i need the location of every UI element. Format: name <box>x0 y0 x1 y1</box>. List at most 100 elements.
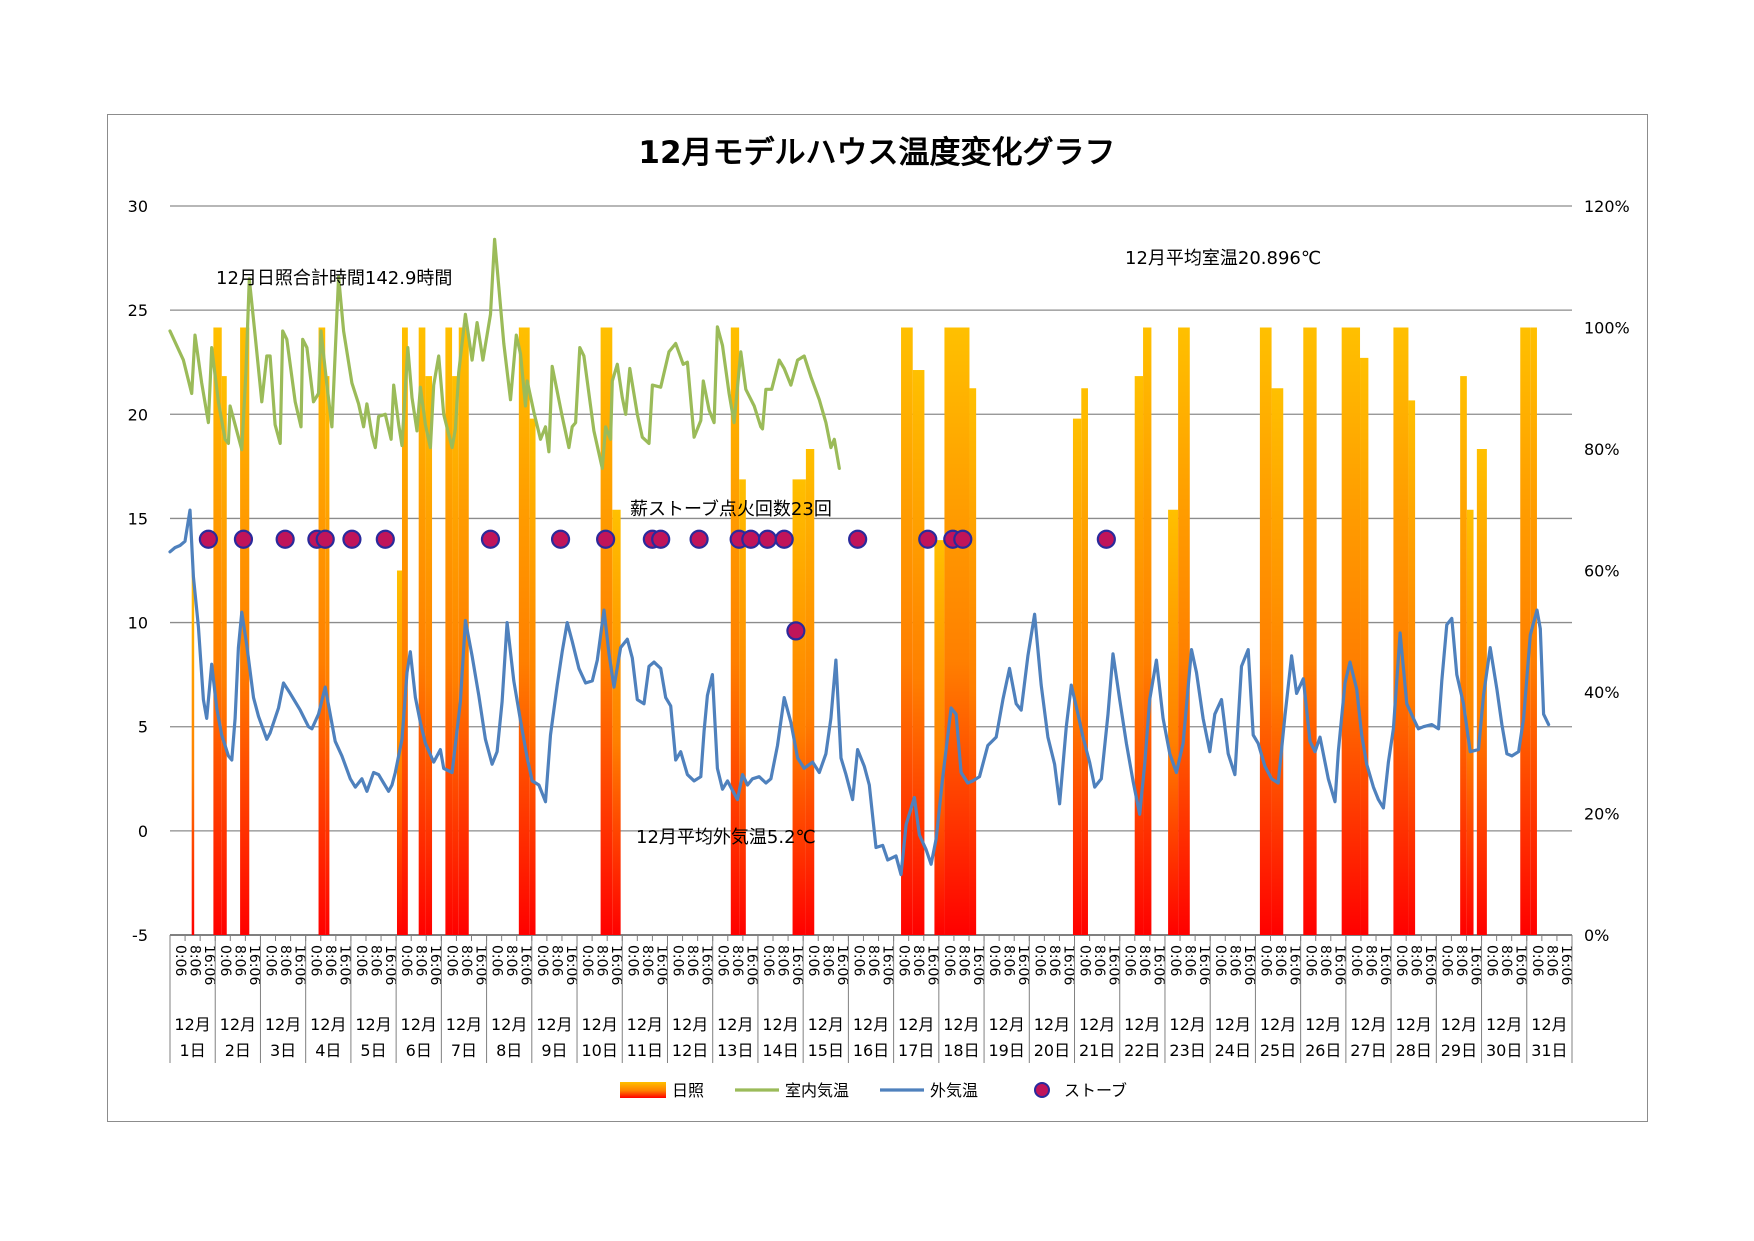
x-day-label-day: 29日 <box>1441 1041 1477 1060</box>
x-time-label: 16:06 <box>608 945 624 985</box>
y-left-tick-label: 5 <box>138 718 148 737</box>
x-day-label-day: 8日 <box>496 1041 522 1060</box>
x-day-label-month: 12月 <box>1531 1015 1567 1034</box>
x-day-label-day: 28日 <box>1396 1041 1432 1060</box>
x-time-label: 8:06 <box>1046 945 1062 977</box>
x-time-label: 0:06 <box>850 945 866 977</box>
x-day-label-day: 13日 <box>717 1041 753 1060</box>
x-day-label-day: 10日 <box>581 1041 617 1060</box>
x-day-label-day: 9日 <box>541 1041 567 1060</box>
annotation-sunshine-total: 12月日照合計時間142.9時間 <box>216 268 452 289</box>
x-day-label-month: 12月 <box>762 1015 798 1034</box>
x-time-label: 16:06 <box>427 945 443 985</box>
x-time-label: 8:06 <box>684 945 700 977</box>
x-time-label: 8:06 <box>820 945 836 977</box>
x-time-label: 0:06 <box>1393 945 1409 977</box>
x-day-label-day: 23日 <box>1169 1041 1205 1060</box>
x-day-label-month: 12月 <box>1396 1015 1432 1034</box>
x-time-label: 16:06 <box>246 945 262 985</box>
x-time-label: 16:06 <box>1241 945 1257 985</box>
stove-marker <box>375 529 395 549</box>
x-day-label-day: 5日 <box>360 1041 386 1060</box>
stove-marker <box>757 529 778 549</box>
x-time-label: 16:06 <box>1106 945 1122 985</box>
sunshine-bar <box>1341 327 1361 935</box>
x-time-label: 16:06 <box>1332 945 1348 985</box>
x-time-label: 0:06 <box>669 945 685 977</box>
x-time-label: 8:06 <box>729 945 745 977</box>
x-time-label: 16:06 <box>201 945 217 985</box>
x-time-label: 16:06 <box>789 945 805 985</box>
x-day-label-month: 12月 <box>1215 1015 1251 1034</box>
sunshine-bar <box>213 327 222 935</box>
sunshine-bar <box>944 327 970 935</box>
sunshine-bar <box>1303 327 1317 935</box>
x-time-label: 16:06 <box>1377 945 1393 985</box>
stove-marker <box>596 529 616 549</box>
x-time-label: 8:06 <box>1317 945 1333 977</box>
sunshine-bar <box>912 370 925 935</box>
x-time-label: 0:06 <box>217 945 233 977</box>
x-time-label: 0:06 <box>1031 945 1047 977</box>
x-time-label: 0:06 <box>172 945 188 977</box>
x-day-label-month: 12月 <box>355 1015 391 1034</box>
sunshine-bar <box>730 327 740 935</box>
x-time-label: 0:06 <box>715 945 731 977</box>
x-day-label-month: 12月 <box>717 1015 753 1034</box>
x-day-label-day: 11日 <box>627 1041 663 1060</box>
x-day-label-day: 1日 <box>180 1041 206 1060</box>
x-time-label: 0:06 <box>1348 945 1364 977</box>
x-time-label: 16:06 <box>1286 945 1302 985</box>
x-time-label: 0:06 <box>1484 945 1500 977</box>
x-time-label: 0:06 <box>534 945 550 977</box>
x-day-label-month: 12月 <box>220 1015 256 1034</box>
sunshine-bar <box>445 327 453 935</box>
x-time-label: 8:06 <box>1272 945 1288 977</box>
legend-label: 室内気温 <box>785 1081 849 1100</box>
sunshine-bar <box>1259 327 1272 935</box>
sunshine-bar <box>401 327 408 935</box>
sunshine-bar <box>1530 327 1537 935</box>
y-left-tick-label: 20 <box>128 405 148 424</box>
x-day-label-day: 31日 <box>1531 1041 1567 1060</box>
legend-swatch-sunshine <box>620 1082 666 1098</box>
sunshine-bar <box>1134 376 1144 936</box>
stove-marker <box>275 529 295 549</box>
x-time-label: 0:06 <box>1212 945 1228 977</box>
x-day-label-month: 12月 <box>943 1015 979 1034</box>
x-day-label-day: 14日 <box>762 1041 798 1060</box>
x-time-label: 0:06 <box>443 945 459 977</box>
stove-marker <box>651 529 671 549</box>
x-time-label: 8:06 <box>503 945 519 977</box>
x-time-label: 0:06 <box>353 945 369 977</box>
outdoor-temperature-line <box>168 508 1551 877</box>
x-time-label: 16:06 <box>834 945 850 985</box>
x-day-label-day: 24日 <box>1215 1041 1251 1060</box>
sunshine-bar <box>518 327 530 935</box>
sunshine-bar <box>612 509 621 935</box>
x-time-label: 8:06 <box>1181 945 1197 977</box>
x-time-label: 0:06 <box>896 945 912 977</box>
sunshine-bar <box>425 376 433 936</box>
legend: 日照 室内気温 外気温 ストーブ <box>620 1081 1127 1100</box>
x-time-label: 0:06 <box>579 945 595 977</box>
sunshine-bar <box>1466 509 1474 935</box>
y-left-tick-label: 0 <box>138 822 148 841</box>
x-day-label-day: 27日 <box>1350 1041 1386 1060</box>
x-day-label-month: 12月 <box>310 1015 346 1034</box>
stove-marker <box>689 529 709 549</box>
x-time-label: 0:06 <box>308 945 324 977</box>
x-time-label: 16:06 <box>879 945 895 985</box>
x-time-label: 8:06 <box>1362 945 1378 977</box>
x-day-label-month: 12月 <box>446 1015 482 1034</box>
stove-marker <box>198 529 218 549</box>
stove-marker <box>315 529 335 549</box>
x-day-label-month: 12月 <box>1124 1015 1160 1034</box>
x-time-label: 8:06 <box>1408 945 1424 977</box>
y-right-tick-label: 40% <box>1584 683 1620 702</box>
x-day-label-day: 21日 <box>1079 1041 1115 1060</box>
annotation-average-room-temp: 12月平均室温20.896℃ <box>1125 248 1321 269</box>
x-day-label-month: 12月 <box>672 1015 708 1034</box>
x-time-label: 0:06 <box>1257 945 1273 977</box>
stove-marker <box>774 529 794 549</box>
